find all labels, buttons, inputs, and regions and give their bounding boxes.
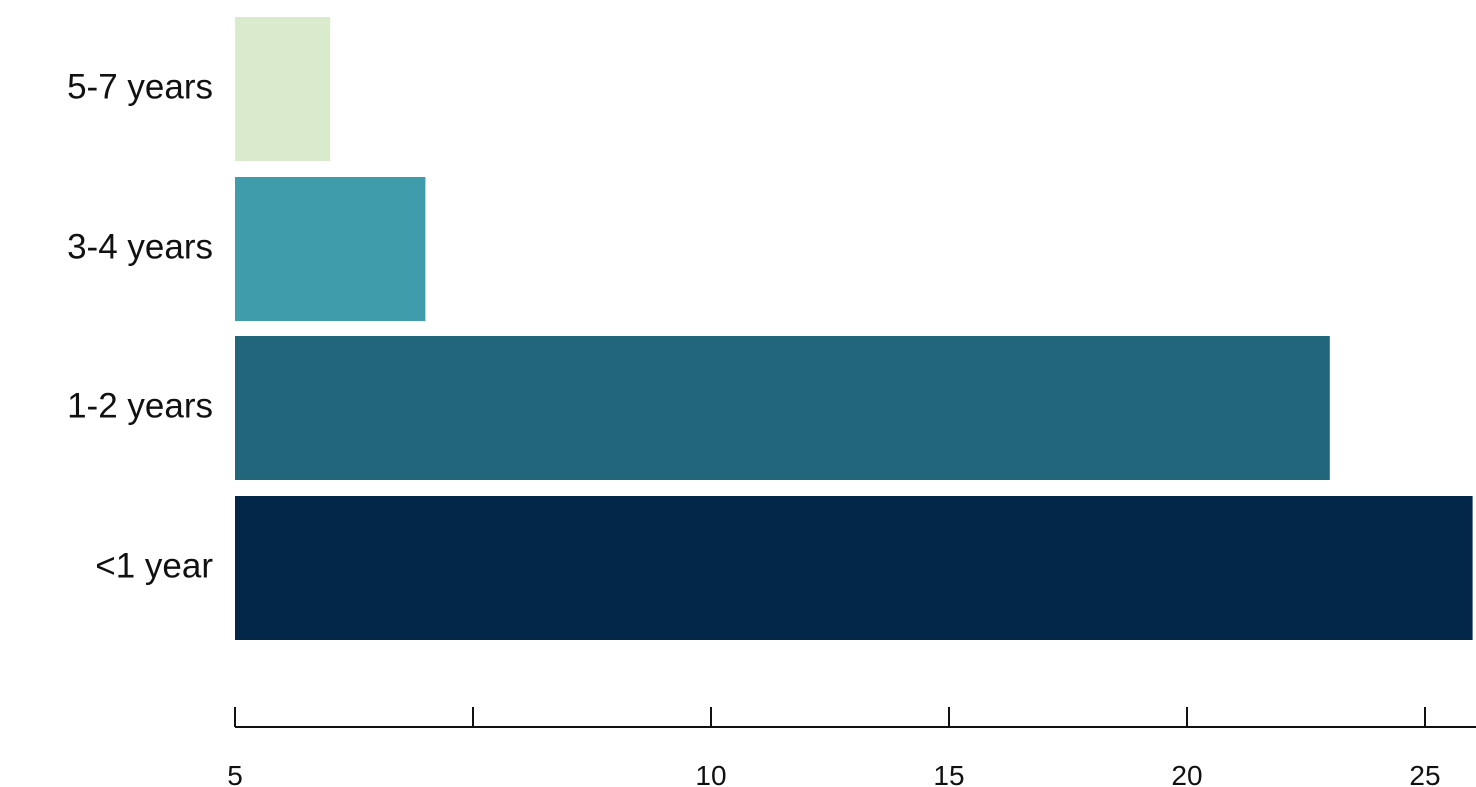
x-tick-labels-group: 51015202530	[227, 760, 1440, 787]
category-label-5-7-years: 5-7 years	[67, 67, 213, 106]
bar-3-4-years	[235, 177, 426, 321]
bar-1-2-years	[235, 336, 1330, 480]
x-tick-label: 25	[1409, 760, 1440, 787]
x-tick-label: 5	[227, 760, 243, 787]
bar-5-7-years	[235, 17, 331, 161]
category-label-1-2-years: 1-2 years	[67, 386, 213, 425]
x-tick-label: 20	[1171, 760, 1202, 787]
bars-group	[235, 17, 1473, 640]
x-tick-label: 15	[933, 760, 964, 787]
category-label-lt-1-year: <1 year	[95, 546, 213, 585]
x-tick-label: 10	[695, 760, 726, 787]
category-label-3-4-years: 3-4 years	[67, 227, 213, 266]
bar-lt-1-year	[235, 496, 1473, 640]
x-axis	[234, 707, 1476, 728]
category-labels-group: 5-7 years 3-4 years 1-2 years <1 year	[67, 67, 213, 585]
